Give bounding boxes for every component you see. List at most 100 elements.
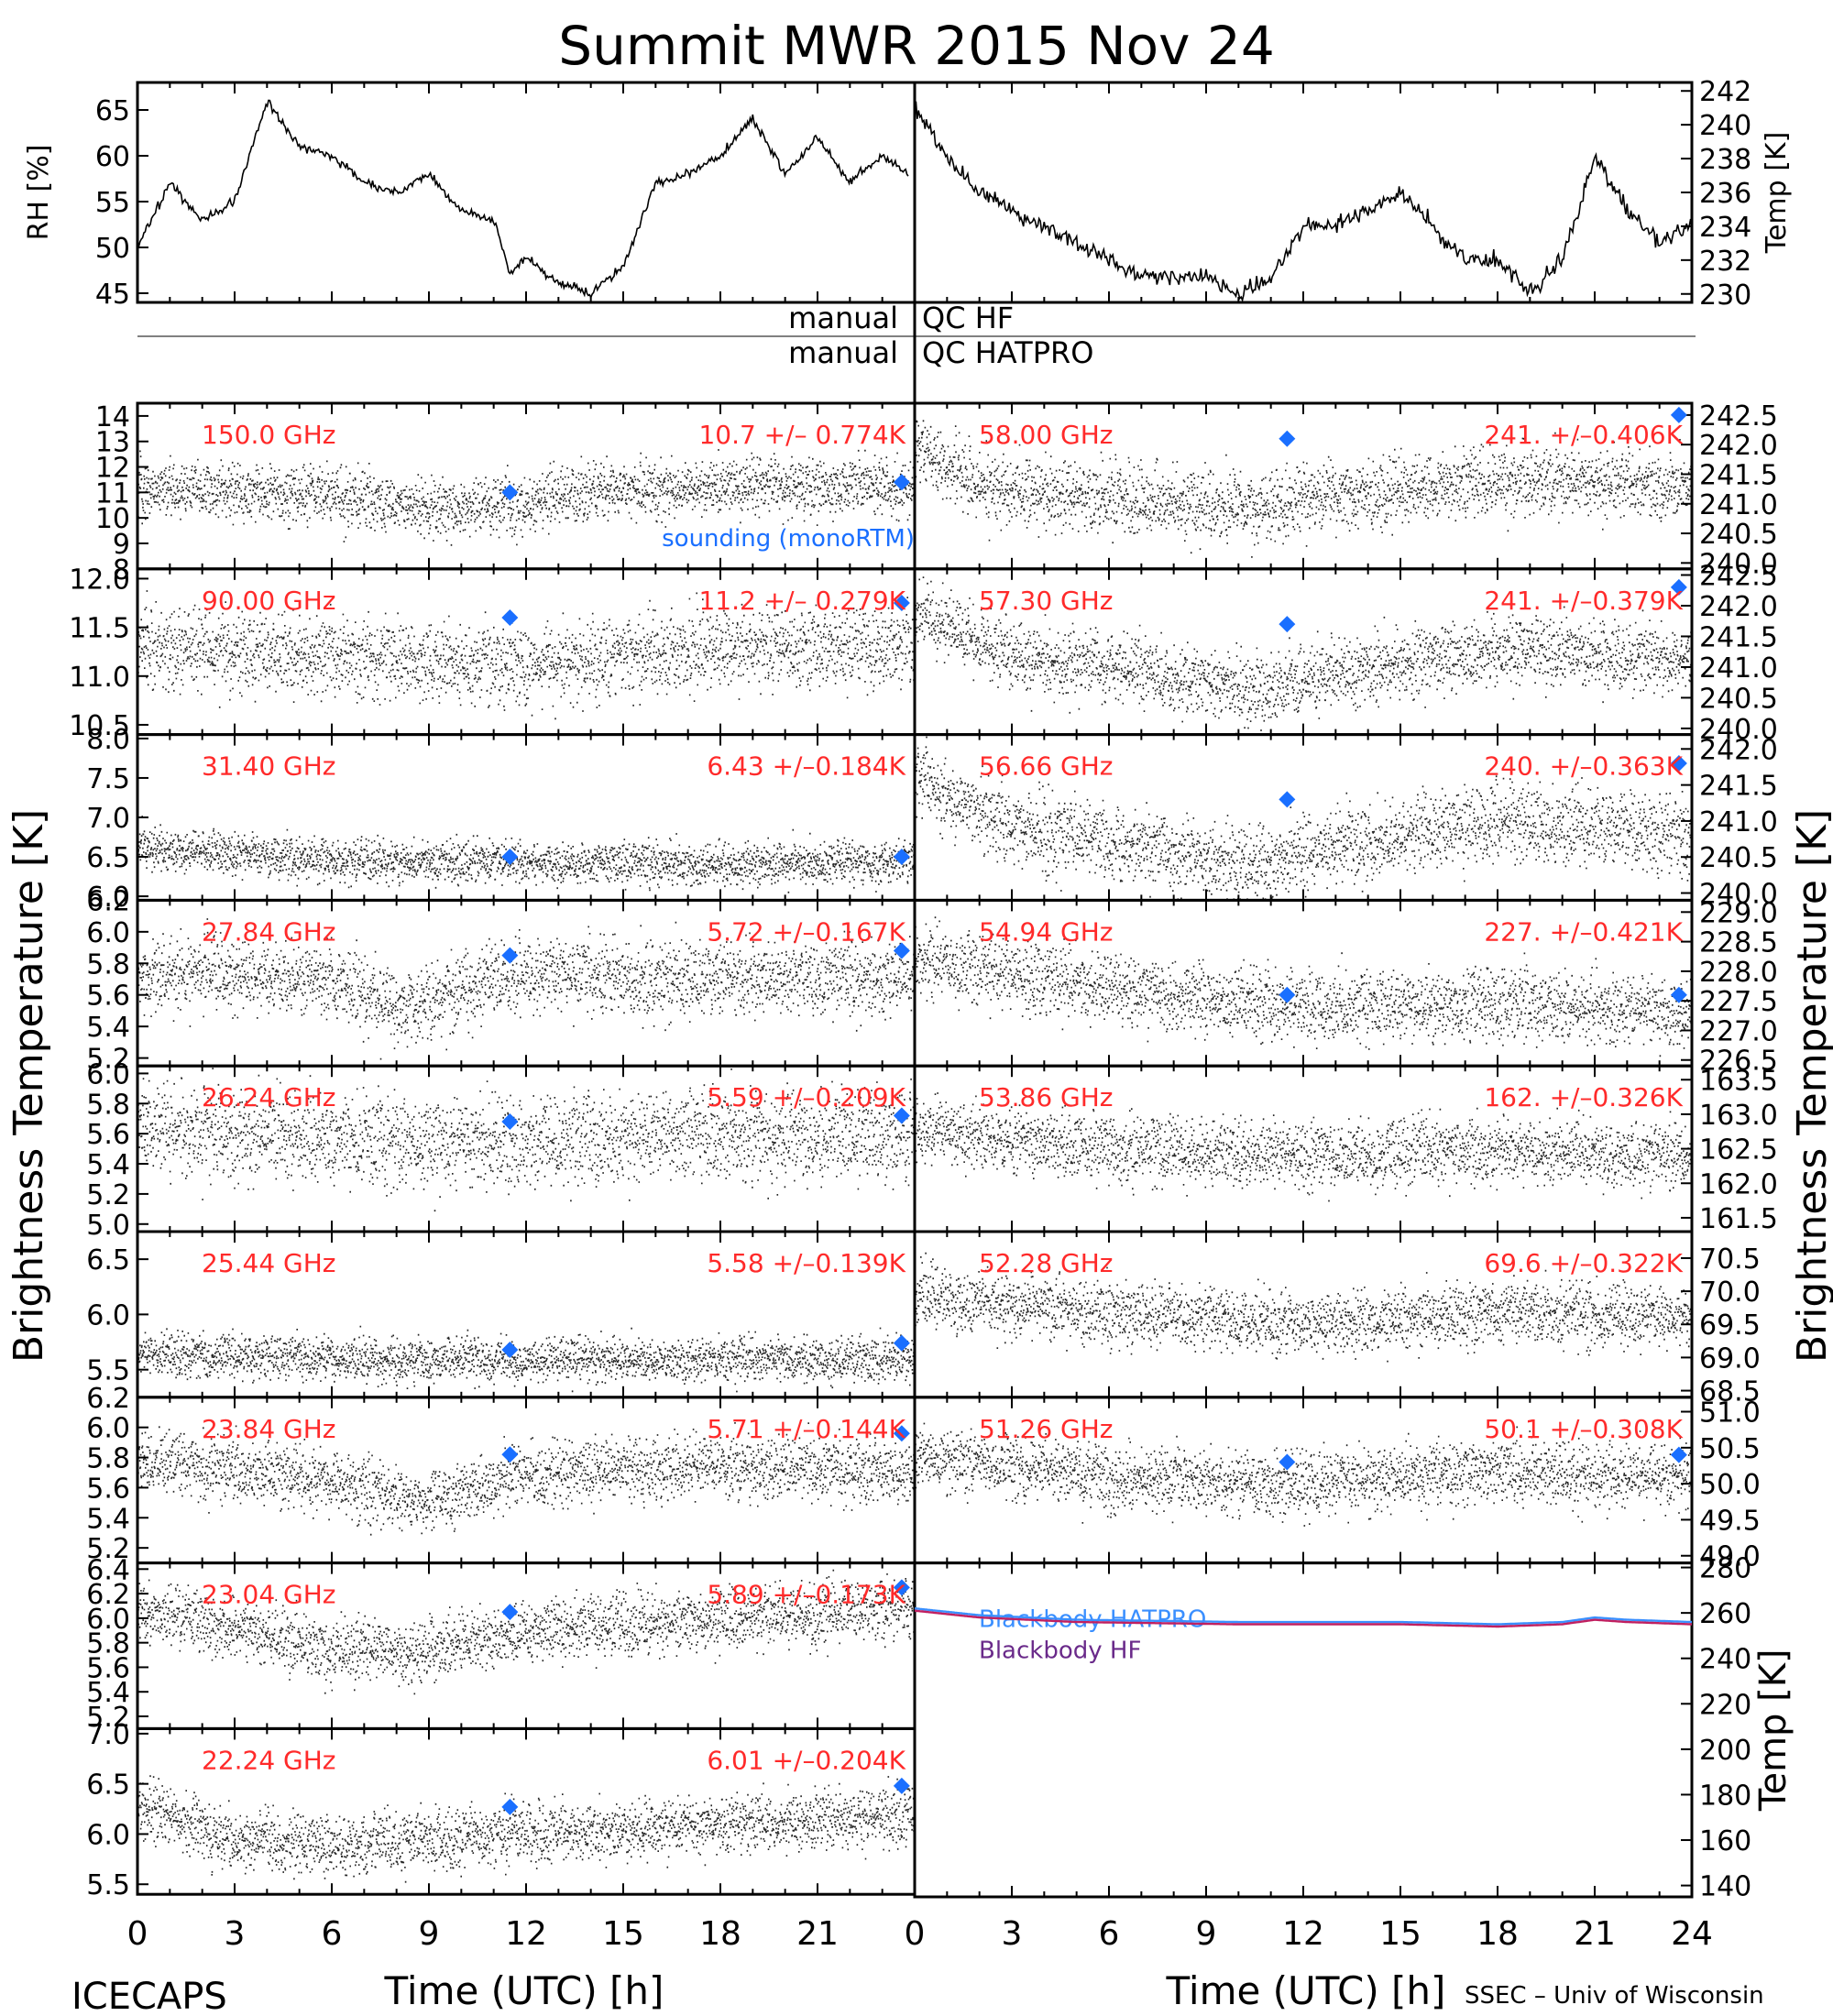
y-tick-label: 68.5 [1699, 1376, 1761, 1408]
y-tick-label: 242.0 [1699, 591, 1778, 623]
y-tick-label: 240.5 [1699, 519, 1778, 551]
y-tick-label: 260 [1699, 1598, 1751, 1630]
frequency-label: 26.24 GHz [202, 1082, 336, 1112]
data-trace [137, 1068, 916, 1212]
y-tick-label: 5.5 [86, 1355, 130, 1387]
y-tick-label: 240.0 [1699, 548, 1778, 580]
y-tick-label: 50 [95, 233, 130, 265]
sounding-marker [1670, 578, 1687, 596]
y-tick-label: 6.0 [86, 1819, 130, 1851]
sounding-marker [1279, 986, 1296, 1003]
y-tick-label: 49.5 [1699, 1505, 1761, 1537]
data-trace [137, 1325, 916, 1393]
y-tick-label: 5.8 [86, 948, 130, 981]
x-tick-label: 21 [1574, 1915, 1616, 1953]
y-tick-label: 11.5 [69, 613, 130, 645]
y-tick-label: 220 [1699, 1689, 1751, 1721]
qc-hf-label: QC HF [922, 301, 1014, 335]
y-tick-label: 232 [1699, 246, 1751, 278]
frequency-label: 25.44 GHz [202, 1248, 336, 1278]
x-tick-label: 18 [1476, 1915, 1519, 1953]
x-tick-label: 24 [1671, 1915, 1713, 1953]
y-tick-label: 5.2 [86, 1533, 130, 1565]
sounding-marker [1670, 1446, 1687, 1463]
stats-label: 5.58 +/–0.139K [707, 1248, 906, 1278]
sounding-marker [501, 1446, 519, 1463]
data-trace [137, 449, 916, 546]
panel-f51: 51.050.5 50.0 49.5 49.0 51.26 GHz 50.1 +/–0.3… [913, 1396, 1761, 1573]
y-tick-label: 50.0 [1699, 1469, 1761, 1501]
sounding-marker [1279, 430, 1296, 447]
stats-label: 241. +/–0.406K [1484, 420, 1683, 450]
y-tick-label: 242 [1699, 76, 1751, 108]
data-trace [914, 736, 1693, 901]
y-tick-label: 10.5 [69, 710, 130, 742]
y-tick-label: 10 [95, 503, 130, 535]
panel-f25: 6.5 6.0 5.5 25.44 GHz 5.58 +/–0.139K [86, 1230, 916, 1399]
y-tick-label: 242.5 [1699, 400, 1778, 433]
panel-y-label: RH [%] [23, 145, 55, 241]
left-axis-label: Brightness Temperature [K] [5, 809, 52, 1363]
y-tick-label: 6.2 [86, 885, 130, 917]
y-tick-label: 241.0 [1699, 652, 1778, 685]
y-tick-label: 162.5 [1699, 1134, 1778, 1167]
y-tick-label: 6.0 [86, 1413, 130, 1445]
x-tick-label: 21 [796, 1915, 839, 1953]
x-tick-label: 0 [127, 1915, 148, 1953]
x-tick-label: 12 [505, 1915, 547, 1953]
y-tick-label: 70.5 [1699, 1244, 1761, 1276]
y-tick-label: 5.4 [86, 1012, 130, 1044]
frequency-label: 57.30 GHz [979, 586, 1114, 616]
y-tick-label: 240 [1699, 1644, 1751, 1676]
y-tick-label: 49.0 [1699, 1541, 1761, 1573]
y-tick-label: 180 [1699, 1780, 1751, 1812]
x-axis-label-right: Time (UTC) [h] [1166, 1968, 1446, 2013]
stats-label: 240. +/–0.363K [1484, 751, 1683, 782]
sounding-marker [893, 474, 910, 491]
x-tick-label: 6 [1099, 1915, 1120, 1953]
sounding-marker [1670, 986, 1687, 1003]
y-tick-label: 240.5 [1699, 683, 1778, 715]
y-tick-label: 240 [1699, 110, 1751, 142]
y-tick-label: 6.4 [86, 1554, 130, 1586]
x-tick-label: 9 [419, 1915, 440, 1953]
y-tick-label: 228.0 [1699, 957, 1778, 989]
stats-label: 10.7 +/– 0.774K [698, 420, 906, 450]
stats-label: 241. +/–0.379K [1484, 586, 1683, 616]
y-tick-label: 162.0 [1699, 1168, 1778, 1200]
frequency-label: 23.04 GHz [202, 1580, 336, 1610]
y-tick-label: 160 [1699, 1825, 1751, 1857]
panel-f90: 12.0 11.5 11.0 10.5 90.00 GHz 11.2 +/– 0.279K [69, 564, 916, 742]
y-tick-label: 5.2 [86, 1044, 130, 1076]
sounding-marker [501, 1341, 519, 1358]
y-tick-label: 226.5 [1699, 1046, 1778, 1078]
sounding-marker [501, 849, 519, 866]
stats-label: 11.2 +/– 0.279K [698, 586, 906, 616]
y-tick-label: 236 [1699, 178, 1751, 210]
frequency-label: 31.40 GHz [202, 751, 336, 782]
sounding-marker [893, 1425, 910, 1442]
y-tick-label: 70.0 [1699, 1276, 1761, 1309]
panel-frame [136, 81, 916, 304]
series-label: Blackbody HF [979, 1638, 1141, 1665]
series-line [914, 1607, 1693, 1626]
series-line [914, 101, 1693, 303]
y-tick-label: 241.5 [1699, 771, 1778, 803]
frequency-label: 23.84 GHz [202, 1414, 336, 1444]
y-tick-label: 5.6 [86, 981, 130, 1013]
frequency-label: 90.00 GHz [202, 586, 336, 616]
y-tick-label: 69.5 [1699, 1309, 1761, 1342]
y-tick-label: 280 [1699, 1553, 1751, 1585]
y-tick-label: 5.0 [86, 1210, 130, 1242]
y-tick-label: 6.5 [86, 1769, 130, 1802]
data-trace [914, 420, 1693, 558]
stats-label: 6.43 +/–0.184K [707, 751, 906, 782]
sounding-marker [893, 1777, 910, 1794]
stats-label: 5.72 +/–0.167K [707, 916, 906, 947]
